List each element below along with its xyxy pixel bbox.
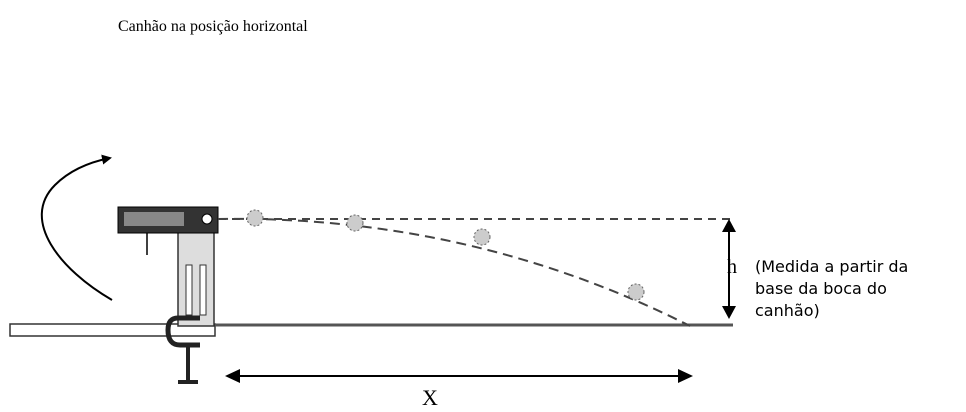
slot [199,264,207,316]
stand [177,227,215,327]
note-line: (Medida a partir da [755,257,908,276]
x-label: X [422,385,438,410]
arrow-head [722,306,736,319]
slot [185,264,193,316]
trajectory [217,217,691,327]
ball [346,214,364,232]
ball [627,283,645,301]
arrow-head [722,219,736,232]
arrow-head [678,369,693,383]
clamp [165,315,200,348]
h-label: h [727,256,737,278]
arrow-head [225,369,240,383]
cannon-knob [201,213,213,225]
note-line: base da boca do [755,279,887,298]
cannon-detail [124,212,184,226]
ball [246,209,264,227]
rotation-arrow [40,154,113,301]
ball [473,228,491,246]
title: Canhão na posição horizontal [118,18,308,35]
table-board [9,323,216,337]
note-line: canhão) [755,301,820,320]
